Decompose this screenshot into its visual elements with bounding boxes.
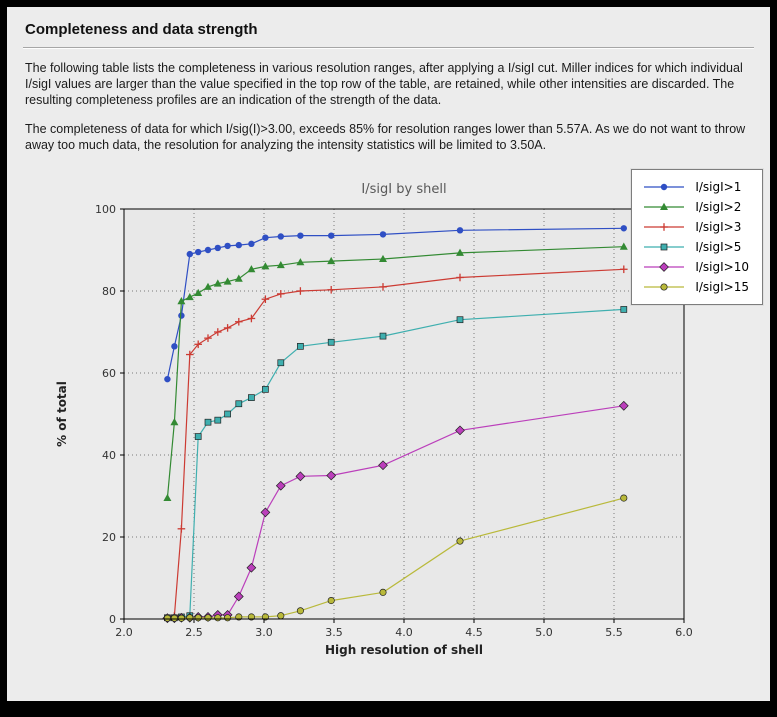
summary-paragraph: The completeness of data for which I/sig… — [25, 122, 746, 152]
legend-label: I/sigI>5 — [695, 240, 742, 254]
legend-item: I/sigI>2 — [642, 197, 749, 217]
legend-sample-line — [644, 183, 685, 191]
legend-label: I/sigI>2 — [695, 200, 742, 214]
series-I/sigI>15 — [163, 494, 628, 622]
legend-sample-line — [644, 202, 685, 210]
y-tick-label: 20 — [102, 531, 116, 544]
series-I/sigI>2 — [163, 242, 628, 502]
legend-item: I/sigI>3 — [642, 217, 749, 237]
legend-item: I/sigI>10 — [642, 257, 749, 277]
legend-sample-line — [644, 223, 685, 231]
legend-label: I/sigI>15 — [695, 280, 749, 294]
x-tick-label: 4.5 — [465, 626, 483, 639]
x-tick-label: 2.0 — [115, 626, 133, 639]
legend-sample-line — [644, 243, 685, 251]
legend-sample-line — [644, 283, 685, 291]
legend-item: I/sigI>1 — [642, 177, 749, 197]
y-tick-label: 100 — [95, 203, 116, 216]
x-tick-label: 5.0 — [535, 626, 553, 639]
chart-legend: I/sigI>1 I/sigI>2 I/sigI>3 I/sigI>5 I/sigI>1… — [631, 169, 763, 305]
completeness-chart: 2.0 2.5 3.0 3.5 4.0 4.5 5.0 5.5 6.0 0 20 40 60 80 100 I… — [49, 169, 763, 691]
x-tick-label: 2.5 — [185, 626, 203, 639]
y-tick-label: 0 — [109, 613, 116, 626]
x-tick-label: 6.0 — [675, 626, 693, 639]
legend-label: I/sigI>10 — [695, 260, 749, 274]
x-tick-label: 3.0 — [255, 626, 273, 639]
y-tick-label: 40 — [102, 449, 116, 462]
y-tick-label: 80 — [102, 285, 116, 298]
legend-label: I/sigI>3 — [695, 220, 742, 234]
title-separator — [23, 47, 754, 49]
series-I/sigI>1 — [164, 225, 627, 383]
x-tick-label: 4.0 — [395, 626, 413, 639]
legend-item: I/sigI>5 — [642, 237, 749, 257]
y-tick-label: 60 — [102, 367, 116, 380]
y-axis-label: % of total — [55, 381, 69, 447]
chart-title: I/sigI by shell — [361, 182, 446, 197]
x-tick-label: 5.5 — [605, 626, 623, 639]
legend-item: I/sigI>15 — [642, 277, 749, 297]
chart-canvas: 2.0 2.5 3.0 3.5 4.0 4.5 5.0 5.5 6.0 0 20 40 60 80 100 I… — [55, 182, 693, 657]
page-title: Completeness and data strength — [25, 21, 258, 38]
legend-label: I/sigI>1 — [695, 180, 742, 194]
report-window: Completeness and data strength The follo… — [7, 7, 770, 701]
x-tick-label: 3.5 — [325, 626, 343, 639]
intro-paragraph: The following table lists the completene… — [25, 61, 743, 107]
legend-sample-line — [644, 262, 685, 272]
x-axis-label: High resolution of shell — [325, 643, 483, 657]
